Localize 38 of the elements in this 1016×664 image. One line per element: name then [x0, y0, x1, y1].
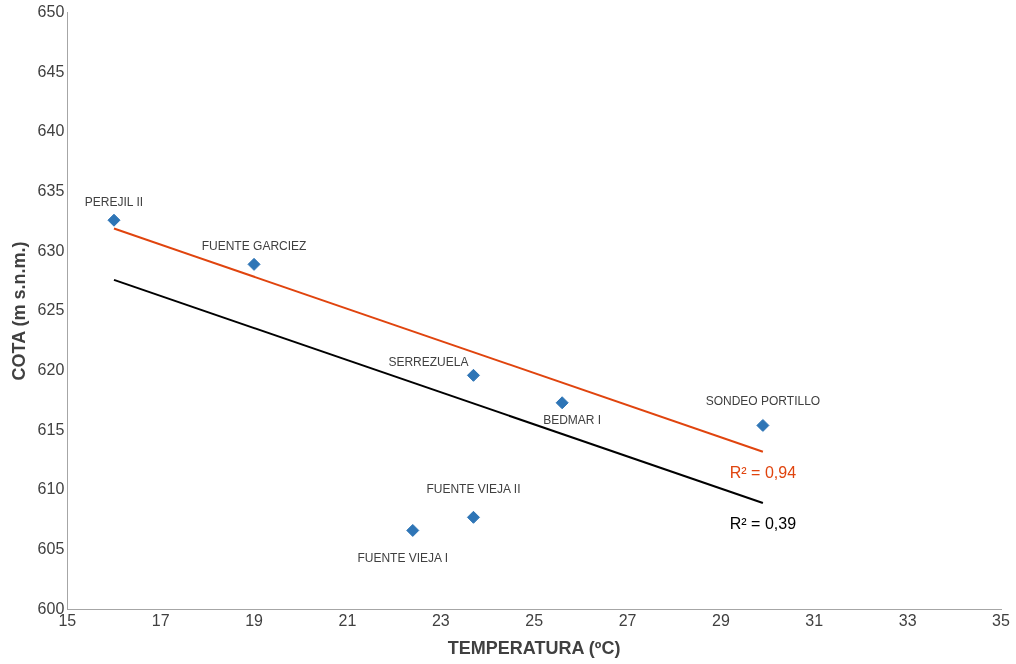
- x-tick-label: 29: [711, 612, 730, 630]
- point: [406, 523, 420, 537]
- y-tick-label: 620: [37, 360, 65, 378]
- y-tick-label: 605: [37, 539, 65, 557]
- x-tick-label: 23: [431, 612, 450, 630]
- x-tick-label: 19: [245, 612, 264, 630]
- x-tick-label: 25: [525, 612, 544, 630]
- annotation: PEREJIL II: [84, 194, 144, 209]
- annotation: FUENTE VIEJA II: [426, 481, 521, 496]
- y-tick-label: 610: [37, 480, 65, 498]
- point: [466, 510, 480, 524]
- y-axis-title: COTA (m s.n.m.): [8, 241, 29, 381]
- annotation: SONDEO PORTILLO: [705, 393, 821, 408]
- x-tick-label: 17: [151, 612, 170, 630]
- x-axis-title: TEMPERATURA (ºC): [447, 638, 621, 659]
- y-tick-label: 615: [37, 420, 65, 438]
- y-tick-label: 630: [37, 241, 65, 259]
- annotation: SERREZUELA: [388, 354, 469, 369]
- point: [247, 257, 261, 271]
- y-tick-label: 645: [37, 62, 65, 80]
- x-tick-label: 21: [338, 612, 357, 630]
- point: [555, 396, 569, 410]
- y-tick-label: 650: [37, 3, 65, 21]
- annotation: FUENTE VIEJA I: [357, 550, 449, 565]
- y-tick-label: 640: [37, 122, 65, 140]
- x-tick-label: 33: [898, 612, 917, 630]
- point: [466, 368, 480, 382]
- x-tick-label: 27: [618, 612, 637, 630]
- point: [107, 213, 121, 227]
- x-tick-label: 35: [992, 612, 1010, 630]
- point: [756, 418, 770, 432]
- x-tick-label: 31: [805, 612, 824, 630]
- annotation: BEDMAR I: [543, 413, 602, 428]
- y-tick-label: 635: [37, 181, 65, 199]
- y-tick-label: 625: [37, 301, 65, 319]
- series-label: R² = 0,94: [729, 464, 797, 482]
- annotation: FUENTE GARCIEZ: [201, 238, 307, 253]
- series-label: R² = 0,39: [729, 515, 797, 533]
